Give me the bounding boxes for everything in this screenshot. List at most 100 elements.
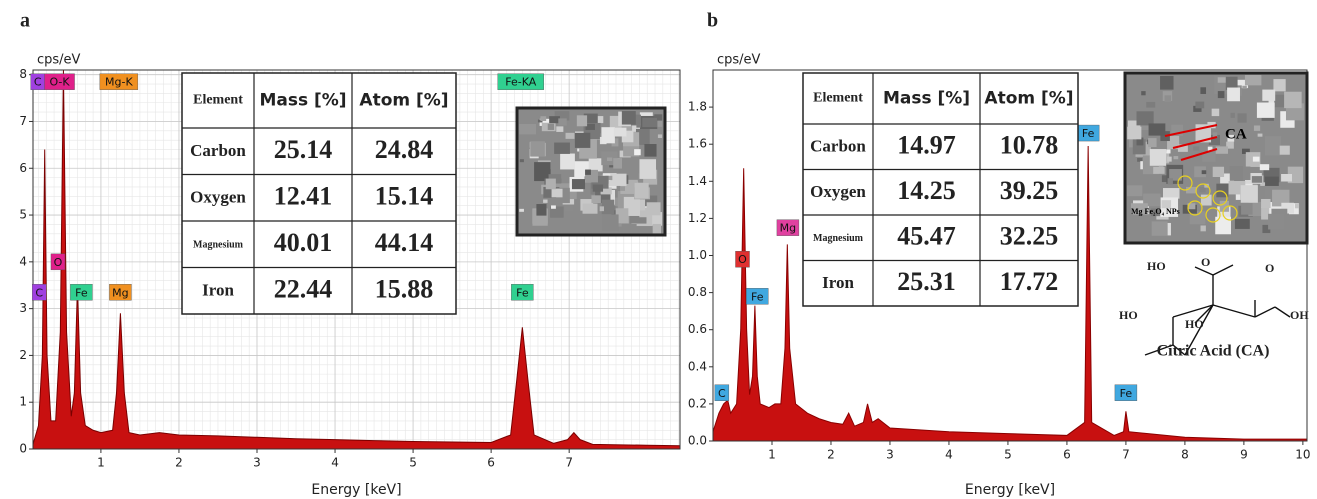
y-tick-label: 1.4 — [688, 174, 707, 188]
micrograph-grain — [1273, 79, 1285, 91]
atom-label: O — [1265, 261, 1274, 275]
micrograph-grain — [642, 118, 657, 127]
x-tick-label: 6 — [487, 456, 495, 470]
x-tick-label: 4 — [945, 448, 953, 462]
micrograph-grain — [653, 224, 661, 233]
micrograph-grain — [1265, 136, 1281, 155]
micrograph-grain — [577, 115, 587, 126]
y-tick-label: 0.8 — [688, 285, 707, 299]
micrograph-grain — [1268, 214, 1284, 230]
micrograph-grain — [556, 126, 563, 132]
y-axis-title: cps/eV — [37, 53, 81, 68]
panel-label: a — [20, 10, 30, 32]
micrograph-grain — [1227, 88, 1240, 102]
micrograph-grain — [1245, 75, 1261, 85]
micrograph-grain — [603, 214, 619, 231]
table-header: Mass [%] — [883, 89, 970, 109]
micrograph-grain — [1241, 203, 1252, 215]
figure: 0123456781234567CO-KMg-KFe-KAOCFeMgFecps… — [0, 0, 1317, 499]
panel-label: b — [707, 10, 718, 32]
micrograph-grain — [1230, 166, 1243, 181]
micrograph-grain — [1218, 77, 1227, 82]
x-tick-label: 7 — [565, 456, 573, 470]
table-cell: 14.97 — [897, 131, 956, 160]
micrograph-grain — [551, 205, 556, 208]
micrograph-grain — [613, 158, 622, 168]
micrograph-grain — [1152, 221, 1168, 235]
micrograph-grain — [1284, 92, 1302, 108]
micrograph-grain — [1265, 177, 1279, 186]
micrograph-grain — [1136, 111, 1153, 125]
micrograph-label: CA — [1225, 126, 1247, 142]
table-cell: 17.72 — [1000, 267, 1059, 296]
micrograph-grain — [601, 127, 614, 143]
micrograph-grain — [1295, 204, 1299, 209]
x-tick-label: 3 — [886, 448, 894, 462]
micrograph-grain — [554, 143, 570, 154]
micrograph-grain — [1165, 95, 1172, 102]
micrograph-grain — [1149, 123, 1166, 135]
micrograph-grain — [1254, 125, 1260, 130]
micrograph-grain — [614, 128, 627, 137]
y-tick-label: 2 — [19, 348, 27, 362]
table-row-label: Oxygen — [190, 188, 246, 207]
micrograph-grain — [1163, 188, 1180, 199]
peak-label: Mg-K — [105, 76, 133, 89]
micrograph-grain — [1146, 102, 1155, 108]
x-tick-label: 1 — [768, 448, 776, 462]
table-cell: 32.25 — [1000, 222, 1059, 251]
micrograph-grain — [1218, 91, 1225, 98]
x-tick-label: 7 — [1122, 448, 1130, 462]
atom-label: OH — [1290, 308, 1309, 322]
micrograph-grain — [536, 204, 546, 216]
micrograph-grain — [1153, 167, 1164, 174]
table-cell: 24.84 — [375, 135, 434, 164]
table-header: Mass [%] — [259, 91, 346, 111]
micrograph-grain — [548, 124, 554, 130]
micrograph-grain — [1193, 146, 1199, 150]
table-cell: 15.14 — [375, 182, 434, 211]
micrograph-grain — [1168, 178, 1173, 184]
micrograph-grain — [1260, 164, 1269, 170]
peak-label: Mg — [112, 286, 128, 299]
table-cell: 44.14 — [375, 228, 434, 257]
table-row-label: Oxygen — [810, 182, 866, 201]
x-tick-label: 8 — [1181, 448, 1189, 462]
peak-label: Fe — [1082, 127, 1095, 140]
micrograph-grain — [620, 186, 625, 191]
peak-label: O — [738, 253, 747, 266]
y-tick-label: 0.6 — [688, 322, 707, 336]
micrograph-grain — [1242, 86, 1246, 89]
micrograph-grain — [622, 111, 636, 124]
table-row-label: Carbon — [810, 137, 866, 156]
micrograph-grain — [520, 159, 524, 162]
micrograph-grain — [639, 210, 647, 217]
micrograph-grain — [1127, 127, 1141, 140]
micrograph-grain — [1167, 157, 1172, 162]
micrograph-grain — [1231, 113, 1235, 118]
micrograph-grain — [546, 179, 556, 190]
micrograph-grain — [1213, 167, 1224, 177]
x-tick-label: 5 — [1004, 448, 1012, 462]
micrograph-grain — [634, 149, 641, 155]
micrograph-grain — [644, 144, 656, 157]
x-tick-label: 5 — [409, 456, 417, 470]
table-row-label: Iron — [822, 273, 854, 292]
atom-label: HO — [1185, 317, 1204, 331]
micrograph-grain — [1238, 113, 1247, 122]
micrograph-grain — [1257, 103, 1275, 118]
micrograph-grain — [647, 202, 661, 215]
micrograph-grain — [1253, 157, 1260, 162]
atom-label: HO — [1119, 308, 1138, 322]
micrograph-grain — [1212, 109, 1220, 116]
micrograph-grain — [1201, 225, 1206, 231]
y-tick-label: 8 — [19, 67, 27, 81]
micrograph-grain — [1201, 195, 1212, 206]
micrograph-grain — [1261, 199, 1270, 208]
table-header: Element — [813, 91, 863, 106]
micrograph-grain — [589, 158, 603, 171]
micrograph-grain — [530, 141, 544, 156]
micrograph-grain — [1258, 134, 1263, 137]
micrograph-grain — [564, 205, 573, 211]
x-tick-label: 4 — [331, 456, 339, 470]
